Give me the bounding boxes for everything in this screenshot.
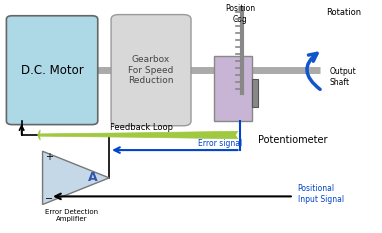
Text: D.C. Motor: D.C. Motor xyxy=(21,64,83,77)
Text: Gearbox
For Speed
Reduction: Gearbox For Speed Reduction xyxy=(128,55,174,85)
FancyBboxPatch shape xyxy=(111,15,191,126)
Bar xyxy=(214,56,252,121)
Text: Potentiometer: Potentiometer xyxy=(257,135,327,145)
Text: +: + xyxy=(45,152,53,162)
Text: Error Detection
Amplifier: Error Detection Amplifier xyxy=(45,209,99,222)
Polygon shape xyxy=(42,151,109,205)
Text: Output
Shaft: Output Shaft xyxy=(330,67,357,87)
Text: −: − xyxy=(45,194,53,204)
Bar xyxy=(252,79,257,107)
Text: Feedback Loop: Feedback Loop xyxy=(110,123,173,132)
Text: Positional
Input Signal: Positional Input Signal xyxy=(298,184,344,204)
Text: Error signal: Error signal xyxy=(197,139,242,148)
FancyBboxPatch shape xyxy=(6,16,98,125)
Text: Rotation: Rotation xyxy=(326,8,361,17)
Text: Position
Cog: Position Cog xyxy=(225,4,256,24)
Text: A: A xyxy=(88,171,97,184)
